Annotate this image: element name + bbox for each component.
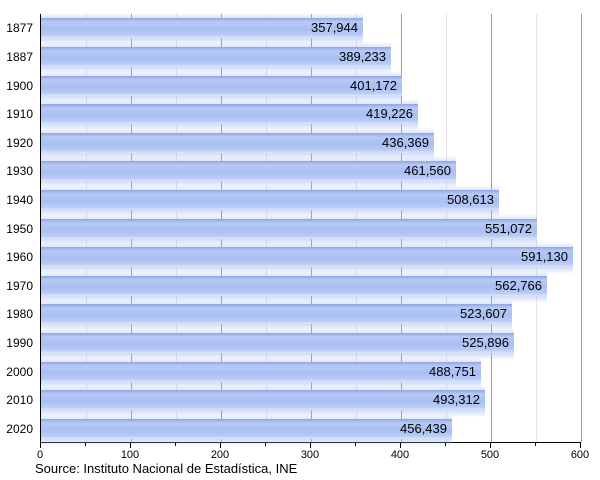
y-axis-label: 1910 — [6, 107, 33, 121]
bar-value-label: 562,766 — [495, 278, 542, 293]
bar: 461,560 — [41, 156, 456, 188]
bar: 551,072 — [41, 214, 537, 246]
bar-value-label: 525,896 — [462, 335, 509, 350]
bar: 436,369 — [41, 128, 434, 160]
x-tick-major — [310, 443, 311, 448]
bar: 419,226 — [41, 99, 418, 131]
bar: 508,613 — [41, 185, 499, 217]
bar-value-label: 456,439 — [400, 421, 447, 436]
x-tick-label: 200 — [210, 449, 230, 461]
bar-value-label: 493,312 — [433, 392, 480, 407]
x-tick-label: 0 — [36, 449, 44, 461]
x-tick-label: 600 — [570, 449, 590, 461]
bar-value-label: 461,560 — [404, 163, 451, 178]
bar: 488,751 — [41, 357, 481, 389]
bar-value-label: 357,944 — [311, 20, 358, 35]
x-tick-major — [220, 443, 221, 448]
bar: 591,130 — [41, 242, 573, 274]
bar-value-label: 523,607 — [460, 306, 507, 321]
x-tick-minor — [175, 443, 176, 446]
x-tick-label: 300 — [300, 449, 320, 461]
y-axis-label: 1900 — [6, 79, 33, 93]
bar: 523,607 — [41, 299, 512, 331]
x-tick-minor — [445, 443, 446, 446]
gridline-major — [581, 14, 582, 442]
x-tick-label: 400 — [390, 449, 410, 461]
x-tick-major — [580, 443, 581, 448]
bar: 456,439 — [41, 414, 452, 446]
y-axis-label: 1950 — [6, 222, 33, 236]
bars-layer: 357,944 389,233 401,172 419,226 436,369 461,5… — [41, 13, 581, 446]
bar-value-label: 508,613 — [447, 192, 494, 207]
bar: 525,896 — [41, 328, 514, 360]
y-axis-label: 2010 — [6, 393, 33, 407]
bar-value-label: 591,130 — [521, 249, 568, 264]
y-axis-label: 1877 — [6, 21, 33, 35]
bar: 401,172 — [41, 71, 402, 103]
x-tick-minor — [355, 443, 356, 446]
y-axis-label: 1887 — [6, 50, 33, 64]
plot-area: 357,944 389,233 401,172 419,226 436,369 461,5… — [40, 13, 582, 446]
bar: 493,312 — [41, 385, 485, 417]
x-tick-label: 100 — [120, 449, 140, 461]
y-axis-label: 2020 — [6, 422, 33, 436]
bar-value-label: 419,226 — [366, 106, 413, 121]
y-axis-label: 1990 — [6, 336, 33, 350]
y-axis-label: 1980 — [6, 307, 33, 321]
y-axis-label: 1940 — [6, 193, 33, 207]
x-tick-major — [40, 443, 41, 448]
y-axis-label: 1920 — [6, 136, 33, 150]
x-tick-minor — [265, 443, 266, 446]
bar-value-label: 401,172 — [350, 78, 397, 93]
y-axis-label: 1930 — [6, 164, 33, 178]
x-tick-minor — [85, 443, 86, 446]
bar: 357,944 — [41, 13, 363, 45]
bar-value-label: 389,233 — [339, 49, 386, 64]
y-axis-label: 2000 — [6, 365, 33, 379]
x-tick-major — [490, 443, 491, 448]
y-axis-label: 1970 — [6, 279, 33, 293]
x-tick-major — [130, 443, 131, 448]
bar-value-label: 436,369 — [382, 135, 429, 150]
bar: 562,766 — [41, 271, 547, 303]
source-caption: Source: Instituto Nacional de Estadístic… — [35, 461, 298, 476]
bar-value-label: 488,751 — [429, 364, 476, 379]
y-axis-label: 1960 — [6, 250, 33, 264]
bar-value-label: 551,072 — [485, 221, 532, 236]
bar: 389,233 — [41, 42, 391, 74]
x-tick-label: 500 — [480, 449, 500, 461]
x-tick-minor — [535, 443, 536, 446]
x-tick-major — [400, 443, 401, 448]
